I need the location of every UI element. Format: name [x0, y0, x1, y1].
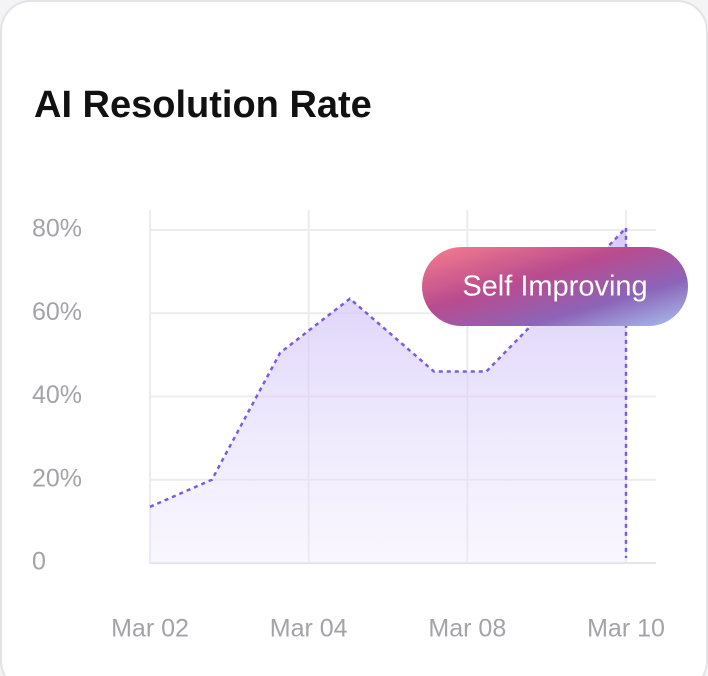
badge [422, 247, 688, 326]
plot: 0 20% 40% 60% 80% Mar 02 Mar 04 Mar 08 Mar 10 Sel… [32, 210, 688, 643]
chart-title: AI Resolution Rate [34, 84, 372, 126]
x-tick-label: Mar 10 [587, 615, 665, 643]
y-tick-label: 40% [32, 381, 82, 409]
line [149, 227, 627, 508]
y-tick-label: 20% [32, 464, 82, 492]
y-tick-label: 60% [32, 298, 82, 326]
y-tick-label: 0 [32, 548, 46, 576]
y-tick-label: 80% [32, 215, 82, 243]
x-tick-label: Mar 04 [270, 615, 348, 643]
area [150, 227, 626, 563]
x-tick-label: Mar 02 [111, 615, 189, 643]
x-tick-label: Mar 08 [428, 615, 506, 643]
badge-label: Self Improving [462, 271, 647, 303]
